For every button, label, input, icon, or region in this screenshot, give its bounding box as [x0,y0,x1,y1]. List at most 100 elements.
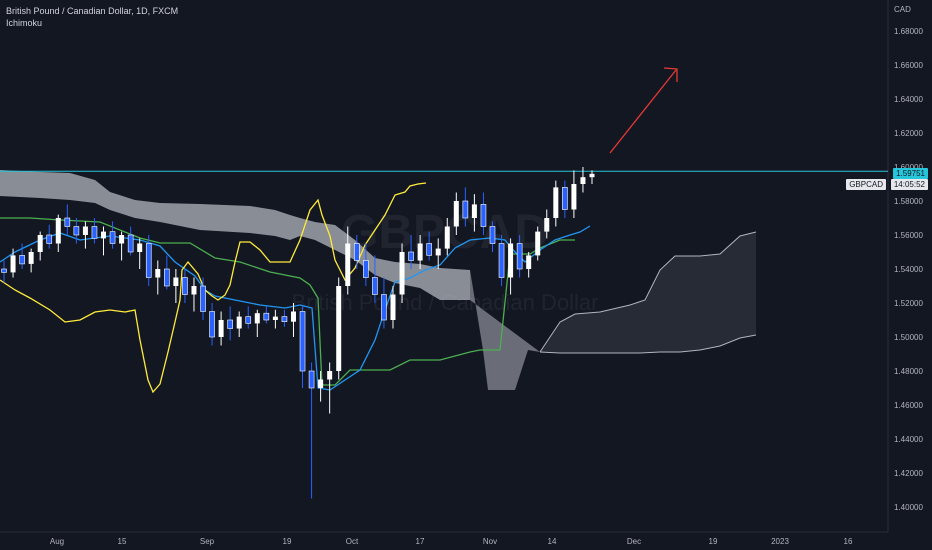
candle[interactable] [245,306,252,329]
candle[interactable] [453,192,459,236]
candle[interactable] [390,286,396,329]
candle[interactable] [363,243,369,287]
candle[interactable] [1,260,7,283]
candle-body [390,294,396,320]
candle[interactable] [526,252,532,278]
candle[interactable] [200,277,206,321]
time-tick-label: Nov [483,537,497,546]
price-tick-label: 1.60000 [894,163,923,172]
candle[interactable] [580,167,586,193]
candle[interactable] [589,170,595,184]
candle[interactable] [37,231,43,261]
trend-arrow-line[interactable] [609,69,677,154]
candle[interactable] [553,180,559,227]
candle-body [109,231,116,244]
candle-body [155,269,161,278]
candle[interactable] [489,221,496,252]
candle-body [435,248,441,256]
candle[interactable] [127,226,134,256]
candle[interactable] [164,255,170,290]
candle[interactable] [173,269,179,303]
candle[interactable] [318,371,324,402]
candle[interactable] [345,226,351,295]
candle[interactable] [272,309,278,329]
candle-body [516,243,523,270]
candle[interactable] [399,243,405,304]
candle[interactable] [55,214,61,252]
candle-body [91,226,98,239]
candle[interactable] [353,235,360,269]
candle[interactable] [535,226,541,261]
candle[interactable] [299,306,306,388]
price-tick-label: 1.48000 [894,367,923,376]
candle[interactable] [64,204,71,235]
candle[interactable] [498,235,505,286]
trend-arrow-head[interactable] [663,67,678,82]
candle[interactable] [19,243,25,270]
candle[interactable] [290,303,296,337]
candle[interactable] [408,235,414,269]
candle[interactable] [471,194,477,232]
candle[interactable] [462,187,469,227]
candle[interactable] [571,170,577,218]
candle[interactable] [227,306,233,341]
candle[interactable] [327,362,333,414]
candle[interactable] [336,277,342,380]
candle-body [245,316,252,324]
candle-body [1,268,7,273]
price-tick-label: 1.44000 [894,435,923,444]
candle[interactable] [508,238,514,295]
candle[interactable] [254,309,260,337]
candle[interactable] [435,238,441,269]
candle[interactable] [101,226,107,256]
candle[interactable] [236,311,242,338]
candle-body [299,311,306,372]
candle[interactable] [308,362,315,499]
candle[interactable] [82,221,88,249]
candle[interactable] [426,231,432,261]
candle-body [453,201,459,227]
candle[interactable] [28,248,34,273]
candle[interactable] [10,248,16,278]
indicator-name[interactable]: Ichimoku [6,18,43,28]
candle-body [281,316,288,323]
candle-body [28,252,34,264]
candle[interactable] [562,180,568,218]
candle[interactable] [182,269,188,303]
candle[interactable] [109,221,116,249]
candle[interactable] [191,277,197,312]
candle-body [10,255,16,273]
candle[interactable] [372,255,378,303]
candle[interactable] [480,192,487,236]
candle[interactable] [73,218,80,244]
countdown-tag: 14:05:52 [890,179,928,190]
candle[interactable] [444,218,450,256]
candle[interactable] [516,235,523,278]
candle[interactable] [417,235,423,269]
last-price-tag: 1.59751 [893,168,928,179]
price-tick-label: 1.50000 [894,333,923,342]
candle[interactable] [281,309,288,327]
candle[interactable] [91,218,98,244]
candle[interactable] [137,238,143,269]
candle[interactable] [209,303,215,346]
candle[interactable] [46,224,53,249]
candle[interactable] [381,277,387,329]
candle-body [290,311,296,322]
future-cloud [540,232,756,353]
candle-body [444,226,450,249]
candle-body [127,234,134,253]
price-axis-panel[interactable] [888,0,932,550]
time-tick-label: Aug [50,537,64,546]
candle-body [562,187,568,210]
candle[interactable] [218,311,224,346]
candle[interactable] [263,306,270,324]
candle-body [589,173,595,178]
candle-body [535,231,541,256]
candle[interactable] [155,260,161,295]
candle[interactable] [145,235,152,286]
candle[interactable] [544,209,550,239]
candle[interactable] [119,231,125,261]
